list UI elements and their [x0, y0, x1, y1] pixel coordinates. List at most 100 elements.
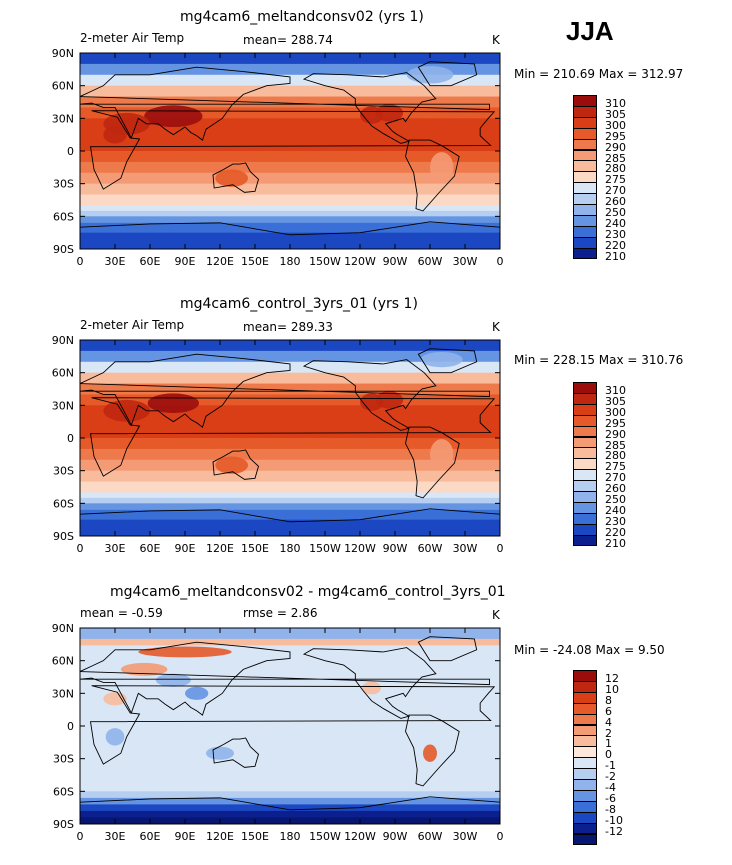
panel-3-center-label: rmse = 2.86	[243, 606, 318, 620]
lat-tick-label: 90N	[52, 622, 74, 635]
field-band	[80, 350, 500, 363]
field-anomaly	[120, 662, 168, 676]
field-band	[80, 503, 500, 511]
colorbar-level-label: 2	[605, 726, 612, 740]
colorbar-level-label: 1	[605, 737, 612, 751]
field-anomaly	[375, 391, 404, 409]
colorbar-level-label: -12	[605, 824, 623, 838]
field-band	[80, 172, 500, 185]
colorbar-level-label: 280	[605, 162, 626, 176]
field-anomaly	[155, 673, 191, 687]
coastline	[212, 162, 260, 193]
field-anomaly	[215, 169, 249, 187]
lon-tick-label: 60W	[418, 830, 443, 843]
panel-2-left-label: 2-meter Air Temp	[80, 318, 185, 332]
lat-tick-label: 90S	[53, 530, 74, 543]
colorbar-level-label: 210	[605, 536, 626, 550]
colorbar-level-label: -10	[605, 813, 623, 827]
season-label: JJA	[566, 16, 614, 46]
map-panel-2: 0 30E 60E 90E 120E 150E 180 150W 120W 90W 60W 30W 09…	[52, 334, 504, 555]
field-band	[80, 459, 500, 472]
panel-1-center-label: mean= 288.74	[243, 33, 333, 47]
field-anomaly	[103, 399, 150, 422]
panel-1-left-label: 2-meter Air Temp	[80, 31, 185, 45]
lon-tick-label: 120E	[206, 830, 234, 843]
coastline	[80, 221, 500, 249]
lat-tick-label: 30S	[53, 178, 74, 191]
colorbar-level-label: 280	[605, 449, 626, 463]
coastline	[405, 426, 460, 499]
lon-tick-label: 150W	[309, 542, 341, 555]
field-anomaly	[103, 125, 127, 144]
colorbar-level-label: 300	[605, 118, 626, 132]
colorbar-level-label: 295	[605, 129, 626, 143]
field-band	[80, 194, 500, 206]
panel-2-title: mg4cam6_control_3yrs_01 (yrs 1)	[180, 296, 418, 312]
lon-tick-label: 0	[77, 830, 84, 843]
lon-tick-label: 90W	[383, 830, 408, 843]
field-anomaly	[423, 744, 437, 762]
field-anomaly	[105, 728, 125, 746]
colorbar-level-label: 260	[605, 482, 626, 496]
lon-tick-label: 150E	[241, 255, 269, 268]
colorbar-level-label: 260	[605, 195, 626, 209]
panel-2-center-label: mean= 289.33	[243, 320, 333, 334]
field-band	[80, 791, 500, 799]
colorbar-level-label: 6	[605, 704, 612, 718]
lat-tick-label: 30S	[53, 465, 74, 478]
field-band	[80, 222, 500, 234]
colorbar-level-label: 310	[605, 384, 626, 397]
panel-1-units-label: K	[492, 33, 500, 47]
lon-tick-label: 0	[497, 830, 504, 843]
field-anomaly	[420, 351, 463, 368]
field-band	[80, 438, 500, 450]
lat-tick-label: 30N	[52, 687, 74, 700]
panel-2-units-label: K	[492, 320, 500, 334]
colorbar-level-label: 270	[605, 471, 626, 485]
lon-tick-label: 120W	[344, 542, 376, 555]
colorbar-level-label: 310	[605, 97, 626, 110]
lon-tick-label: 150W	[309, 830, 341, 843]
coastline	[212, 449, 260, 480]
panel-3-left-label: mean = -0.59	[80, 606, 163, 620]
field-band	[80, 63, 500, 76]
colorbar-level-label: 250	[605, 493, 626, 506]
panel-3-units-label: K	[492, 608, 500, 622]
colorbar-level-label: 300	[605, 405, 626, 419]
panel-2-minmax: Min = 228.15 Max = 310.76	[514, 353, 684, 367]
colorbar-level-label: 10	[605, 682, 619, 696]
lon-tick-label: 30W	[453, 542, 478, 555]
lat-tick-label: 30S	[53, 753, 74, 766]
field-anomaly	[138, 646, 232, 658]
lat-tick-label: 90S	[53, 243, 74, 256]
lon-tick-label: 180	[280, 830, 301, 843]
coastline	[80, 508, 500, 536]
field-band	[80, 118, 500, 130]
colorbar-level-label: 240	[605, 503, 626, 517]
lon-tick-label: 150E	[241, 830, 269, 843]
coastline	[80, 353, 490, 428]
lon-tick-label: 120E	[206, 542, 234, 555]
coastline	[417, 636, 478, 662]
coastline	[212, 737, 260, 768]
field-band	[80, 394, 500, 406]
coastline	[302, 359, 437, 431]
lon-tick-label: 60W	[418, 255, 443, 268]
panel-3-minmax: Min = -24.08 Max = 9.50	[514, 643, 665, 657]
coastline	[417, 61, 478, 87]
lon-tick-label: 120W	[344, 255, 376, 268]
field-anomaly	[406, 66, 454, 84]
panel-3-title: mg4cam6_meltandconsv02 - mg4cam6_control…	[110, 584, 506, 600]
colorbar-level-label: -8	[605, 802, 616, 816]
colorbar-level-label: 230	[605, 514, 626, 528]
colorbar-level-label: 12	[605, 672, 619, 685]
lat-tick-label: 60S	[53, 785, 74, 798]
colorbar-level-label: 290	[605, 140, 626, 154]
colorbar-swatch	[573, 247, 597, 260]
coastline	[405, 139, 460, 212]
coastline	[80, 796, 500, 824]
lat-tick-label: 30N	[52, 399, 74, 412]
lat-tick-label: 0	[67, 145, 74, 158]
field-band	[80, 804, 500, 812]
